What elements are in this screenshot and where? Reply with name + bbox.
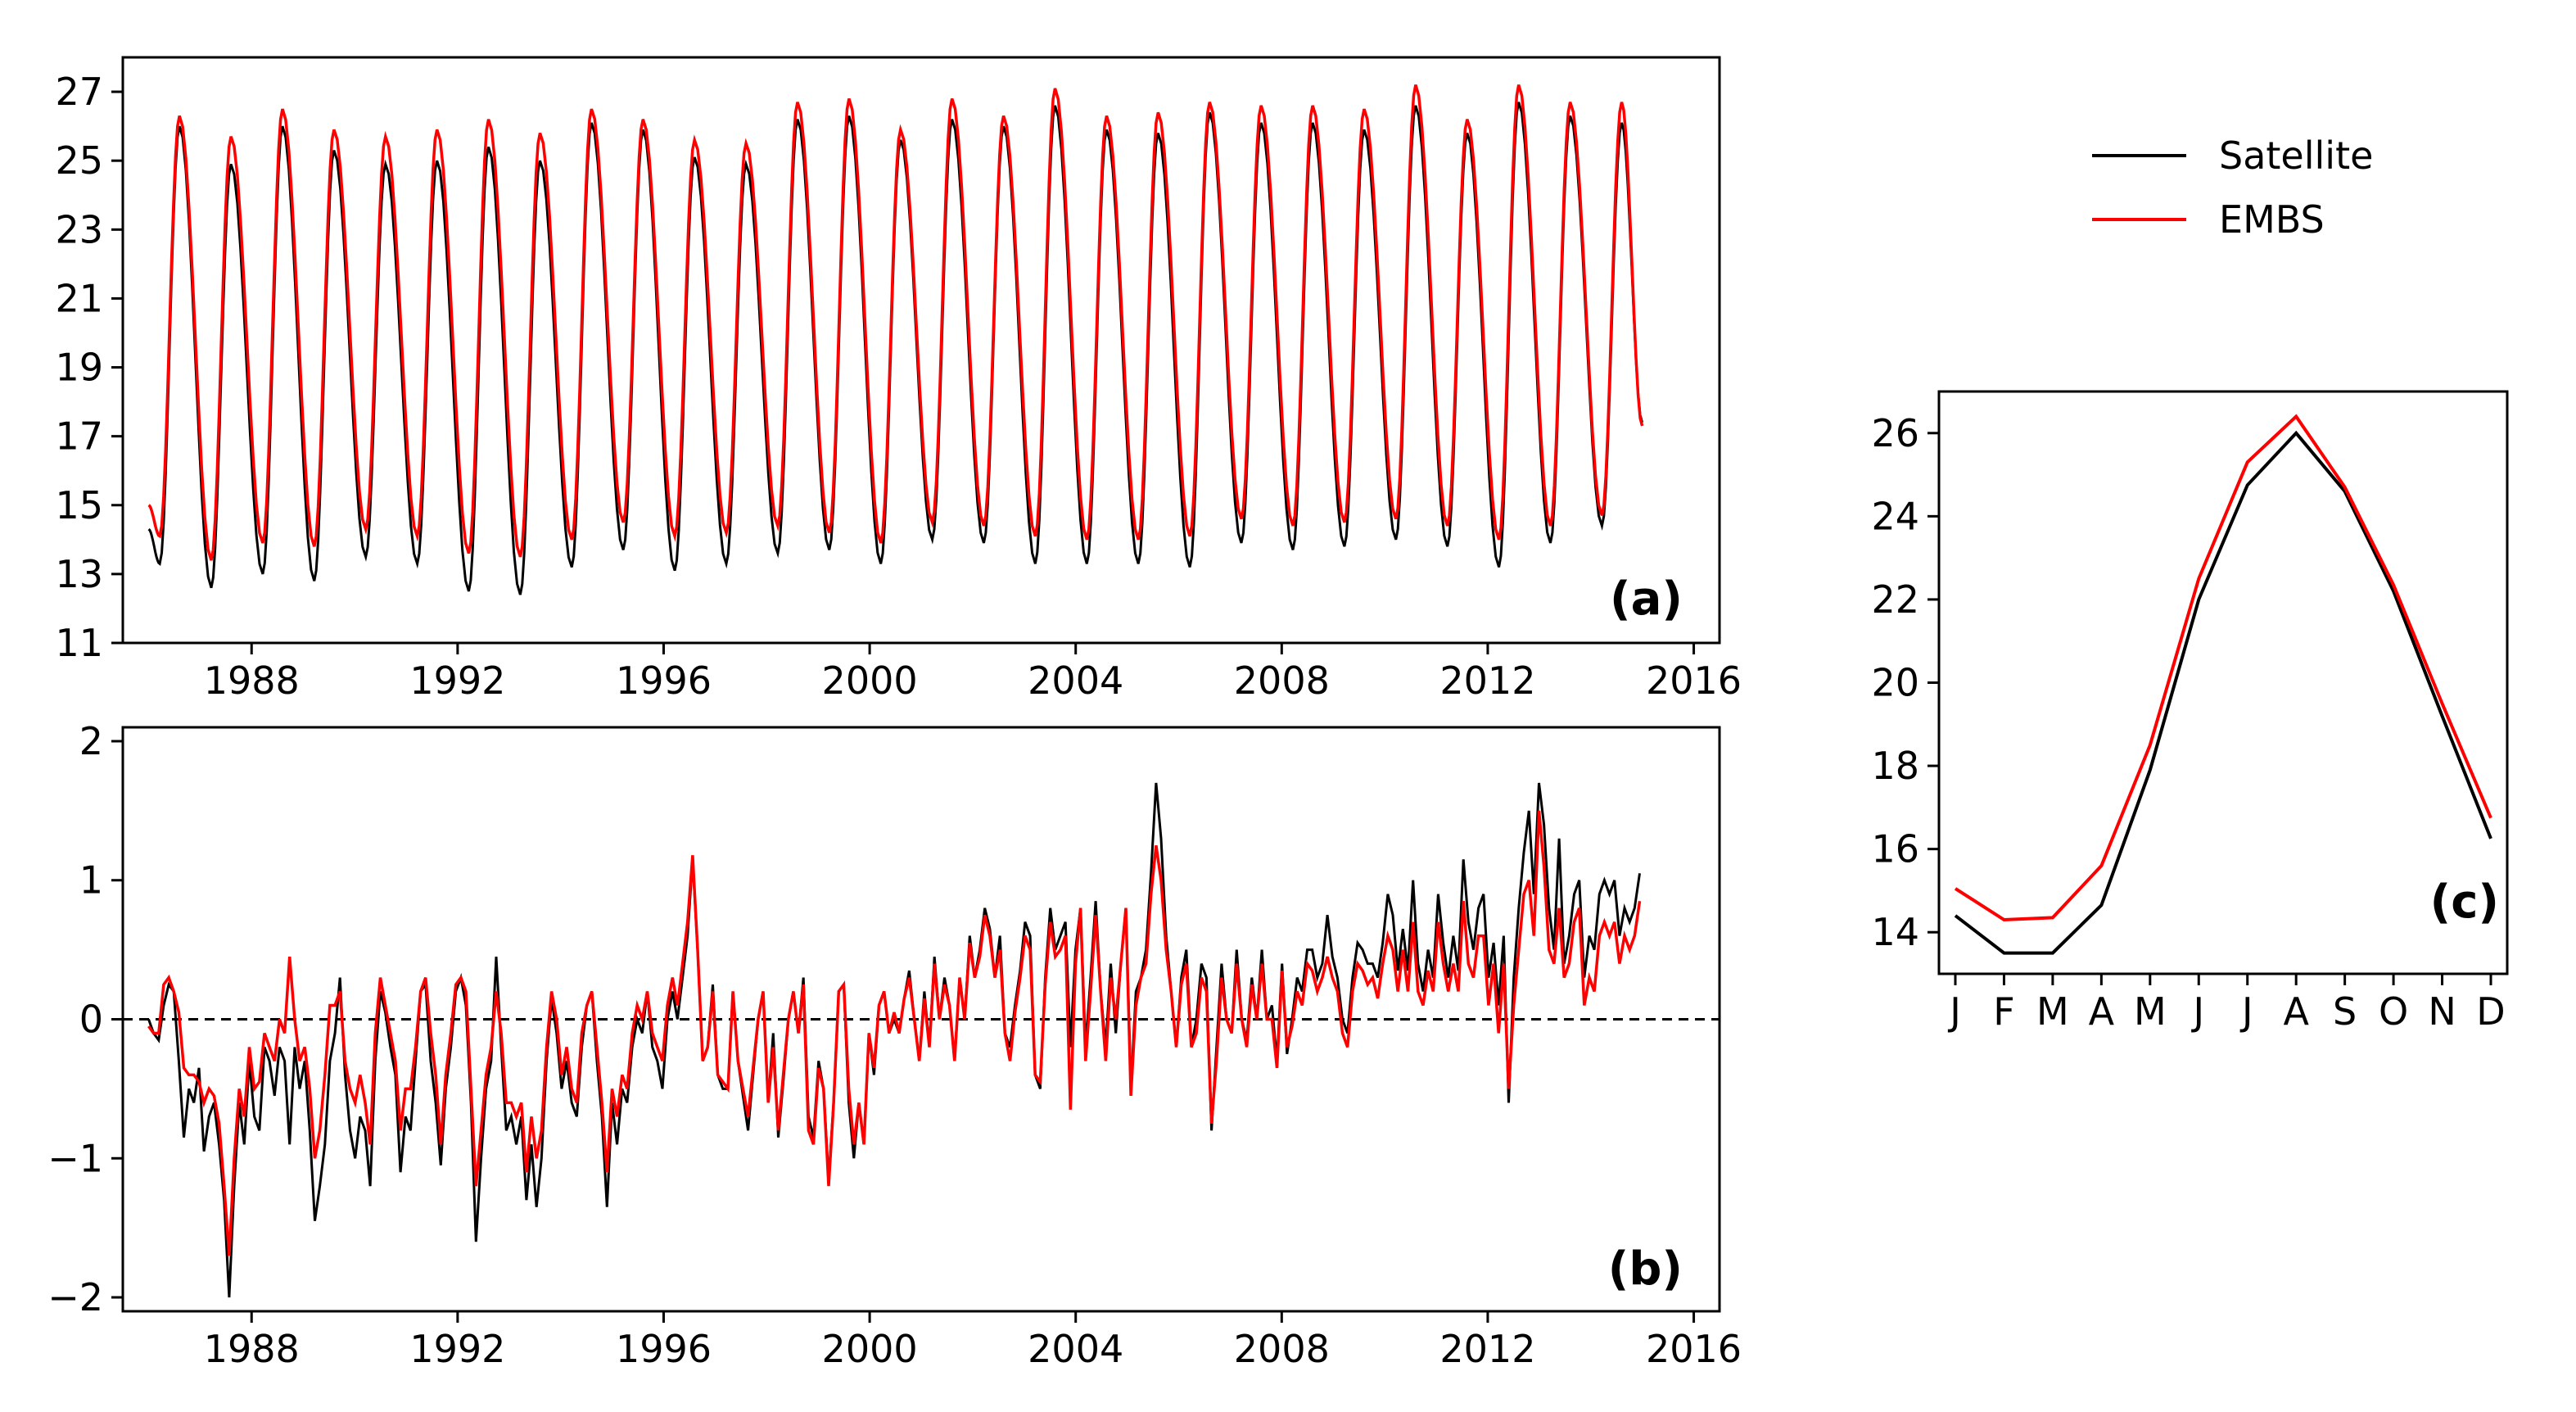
- panel-a-xtick-label: 1992: [409, 658, 505, 703]
- panel-b-ytick-label: 0: [79, 998, 103, 1042]
- panel-b-ytick-label: 2: [79, 719, 103, 763]
- panel-b-y-axis: −2 −1 0 1 2: [47, 719, 123, 1319]
- panel-a-ytick-label: 21: [55, 276, 103, 320]
- panel-c-xtick-label: S: [2333, 989, 2357, 1034]
- panel-a-x-axis: 1988 1992 1996 2000 2004 2008 2012 2016: [204, 643, 1742, 703]
- panel-a-ytick-label: 11: [55, 621, 103, 665]
- panel-c-series-satellite: [1954, 430, 2492, 955]
- panel-c-xtick-label: J: [2190, 989, 2204, 1034]
- panel-a-xtick-label: 2000: [822, 658, 918, 703]
- panel-c-ytick-label: 24: [1871, 494, 1919, 538]
- panel-c-xtick-label: A: [2089, 989, 2115, 1034]
- panel-c-ytick-label: 26: [1871, 411, 1919, 455]
- panel-a-series-embs: [147, 84, 1644, 561]
- legend: Satellite EMBS: [2092, 134, 2373, 242]
- panel-b-ytick-label: −2: [47, 1275, 103, 1319]
- panel-b-xtick-label: 2016: [1646, 1327, 1742, 1371]
- panel-a-ytick-label: 17: [55, 414, 103, 459]
- panel-a-frame: [121, 56, 1721, 645]
- panel-c-label: (c): [2430, 876, 2499, 929]
- panel-b-xtick-label: 1996: [616, 1327, 712, 1371]
- panel-a-seasonal-series: 1988 1992 1996 2000 2004 2008 2012 2016 1113151…: [55, 56, 1742, 703]
- panel-c-ytick-label: 14: [1871, 910, 1919, 954]
- panel-a-ytick-label: 13: [55, 552, 103, 596]
- panel-c-ytick-label: 22: [1871, 577, 1919, 622]
- panel-a-ytick-label: 25: [55, 138, 103, 183]
- panel-a-xtick-label: 2016: [1646, 658, 1742, 703]
- panel-b-xtick-label: 2000: [822, 1327, 918, 1371]
- panel-c-xtick-label: A: [2283, 989, 2309, 1034]
- panel-c-lines: [1954, 414, 2492, 955]
- panel-c-xtick-label: O: [2379, 989, 2408, 1034]
- legend-label-satellite: Satellite: [2219, 134, 2373, 178]
- panel-c-xtick-label: N: [2428, 989, 2456, 1034]
- panel-c-y-axis: 14 16 18 20 22 24 26: [1871, 411, 1939, 954]
- panel-a-ytick-label: 27: [55, 70, 103, 114]
- panel-b-xtick-label: 2012: [1439, 1327, 1535, 1371]
- panel-b-anomaly-series: 1988 1992 1996 2000 2004 2008 2012 2016 −2 −1 0 1 2…: [47, 719, 1742, 1371]
- panel-b-xtick-label: 2004: [1028, 1327, 1123, 1371]
- panel-a-ytick-label: 19: [55, 346, 103, 390]
- panel-c-ytick-label: 18: [1871, 744, 1919, 788]
- panel-a-xtick-label: 2012: [1439, 658, 1535, 703]
- panel-c-xtick-label: J: [2239, 989, 2253, 1034]
- panel-b-label: (b): [1608, 1242, 1683, 1296]
- panel-b-xtick-label: 1992: [409, 1327, 505, 1371]
- panel-c-ytick-label: 20: [1871, 661, 1919, 705]
- panel-b-xtick-label: 1988: [204, 1327, 300, 1371]
- panel-a-xtick-label: 1996: [616, 658, 712, 703]
- panel-b-ytick-label: −1: [47, 1136, 103, 1180]
- panel-b-series-embs: [147, 810, 1642, 1256]
- panel-c-xtick-label: M: [2134, 989, 2167, 1034]
- panel-a-label: (a): [1610, 572, 1683, 626]
- panel-a-xtick-label: 2004: [1028, 658, 1123, 703]
- panel-a-y-axis: 11 13 15 17 19 21 23 25 27: [55, 70, 123, 665]
- panel-b-lines: [123, 782, 1720, 1298]
- panel-b-ytick-label: 1: [79, 858, 103, 903]
- panel-c-xtick-label: D: [2476, 989, 2505, 1034]
- legend-label-embs: EMBS: [2219, 197, 2325, 242]
- panel-a-ytick-label: 23: [55, 207, 103, 251]
- panel-b-series-satellite: [147, 782, 1641, 1298]
- panel-c-series-embs: [1954, 414, 2492, 922]
- panel-a-ytick-label: 15: [55, 483, 103, 527]
- panel-c-xtick-label: F: [1993, 989, 2014, 1034]
- panel-b-xtick-label: 2008: [1234, 1327, 1330, 1371]
- panel-a-lines: [147, 84, 1644, 595]
- panel-c-ytick-label: 16: [1871, 827, 1919, 871]
- panel-a-xtick-label: 2008: [1234, 658, 1330, 703]
- panel-c-xtick-label: M: [2036, 989, 2069, 1034]
- panel-c-xtick-label: J: [1947, 989, 1961, 1034]
- panel-b-x-axis: 1988 1992 1996 2000 2004 2008 2012 2016: [204, 1311, 1742, 1371]
- panel-a-xtick-label: 1988: [204, 658, 300, 703]
